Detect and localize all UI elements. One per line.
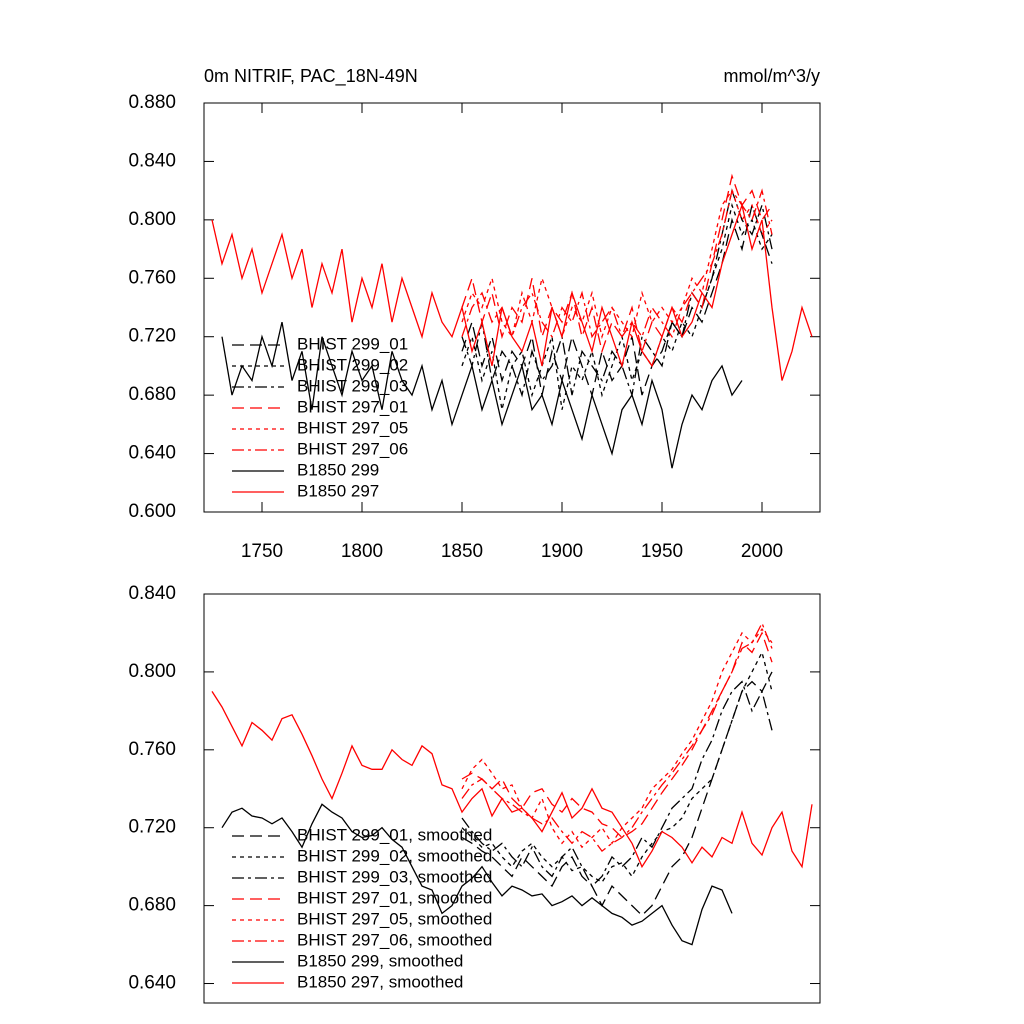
x-tick-label: 1850	[441, 541, 483, 562]
y-tick-label: 0.640	[128, 443, 176, 464]
series-line	[461, 621, 773, 853]
y-tick-label: 0.880	[128, 92, 176, 113]
legend-label: BHIST 299_02	[297, 355, 408, 374]
series-line	[461, 202, 773, 410]
x-tick-label: 1950	[641, 541, 683, 562]
y-tick-label: 0.680	[128, 895, 176, 916]
x-tick-label: 1750	[241, 541, 283, 562]
series-line	[211, 202, 813, 381]
series-line	[461, 188, 773, 398]
series-line	[211, 691, 813, 869]
legend-label: BHIST 297_06, smoothed	[297, 930, 492, 949]
chart-units: mmol/m^3/y	[724, 66, 820, 86]
legend-label: B1850 297, smoothed	[297, 972, 463, 991]
y-tick-label: 0.720	[128, 817, 176, 838]
legend-label: B1850 297	[297, 481, 379, 500]
series-line	[221, 321, 743, 469]
series-line	[221, 803, 733, 946]
y-tick-label: 0.640	[128, 973, 176, 994]
legend-label: BHIST 297_06	[297, 439, 408, 458]
legend-label: BHIST 297_01, smoothed	[297, 888, 492, 907]
x-tick-label: 1800	[341, 541, 383, 562]
y-tick-label: 0.680	[128, 384, 176, 405]
plot-frame	[203, 593, 821, 1004]
series-line	[461, 628, 773, 849]
y-tick-label: 0.720	[128, 326, 176, 347]
legend-label: BHIST 299_03	[297, 376, 408, 395]
series-line	[461, 202, 773, 398]
legend-label: B1850 299, smoothed	[297, 951, 463, 970]
y-tick-label: 0.800	[128, 209, 176, 230]
legend-label: BHIST 299_01	[297, 334, 408, 353]
legend-label: BHIST 297_05	[297, 418, 408, 437]
y-tick-label: 0.760	[128, 267, 176, 288]
legend-label: B1850 299	[297, 460, 379, 479]
y-tick-label: 0.760	[128, 739, 176, 760]
legend-label: BHIST 297_01	[297, 397, 408, 416]
legend-label: BHIST 299_01, smoothed	[297, 825, 492, 844]
plot-frame	[203, 102, 821, 513]
series-line	[461, 680, 773, 888]
series-line	[461, 631, 773, 839]
y-tick-label: 0.840	[128, 583, 176, 604]
series-line	[461, 188, 773, 339]
legend-label: BHIST 299_03, smoothed	[297, 867, 492, 886]
series-line	[461, 173, 773, 354]
x-tick-label: 1900	[541, 541, 583, 562]
y-tick-label: 0.600	[128, 501, 176, 522]
legend-label: BHIST 297_05, smoothed	[297, 909, 492, 928]
y-tick-label: 0.840	[128, 150, 176, 171]
legend-label: BHIST 299_02, smoothed	[297, 846, 492, 865]
series-line	[461, 671, 773, 917]
x-tick-label: 2000	[741, 541, 783, 562]
chart-title: 0m NITRIF, PAC_18N-49N	[204, 66, 418, 87]
series-line	[461, 189, 773, 340]
series-line	[461, 650, 773, 884]
y-tick-label: 0.800	[128, 661, 176, 682]
